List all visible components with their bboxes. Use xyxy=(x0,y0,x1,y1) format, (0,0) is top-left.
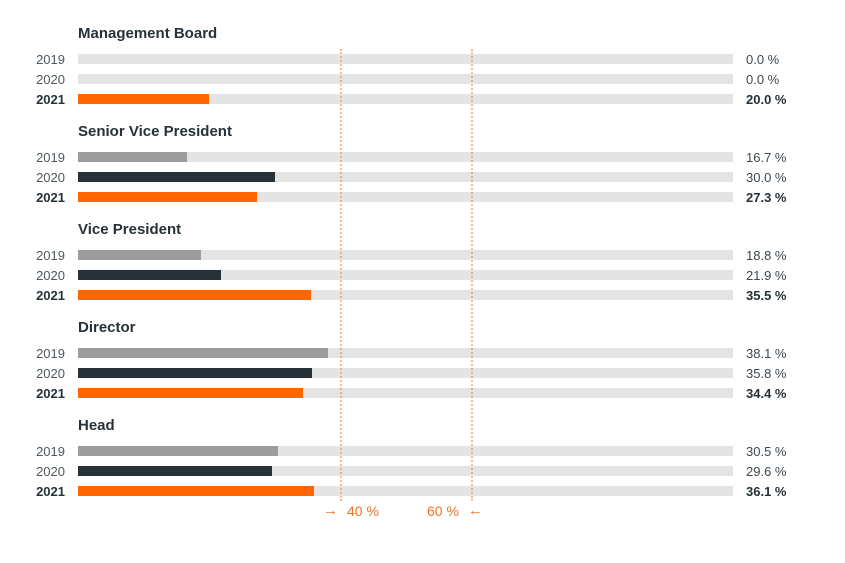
bar xyxy=(78,94,209,104)
year-label: 2019 xyxy=(36,345,65,361)
bar xyxy=(78,270,222,280)
target-label-60: 60 % ← xyxy=(427,503,483,519)
bar-row: 2020 29.6 % xyxy=(0,461,845,481)
category-title: Management Board xyxy=(78,25,218,42)
category-title: Director xyxy=(78,319,136,336)
bar-track xyxy=(78,348,733,358)
year-label: 2020 xyxy=(36,365,65,381)
year-label: 2020 xyxy=(36,169,65,185)
category-rows: 2019 0.0 % 2020 0.0 % 2021 20.0 % xyxy=(0,49,845,109)
category-title: Senior Vice President xyxy=(78,123,232,140)
value-label: 34.4 % xyxy=(746,385,787,401)
bar-row: 2020 30.0 % xyxy=(0,167,845,187)
value-label: 38.1 % xyxy=(746,345,787,361)
category-group-director: Director 2019 38.1 % 2020 35.8 % 2021 34… xyxy=(0,318,845,403)
target-value-60: 60 % xyxy=(427,503,459,519)
value-label: 16.7 % xyxy=(746,149,787,165)
bar xyxy=(78,388,304,398)
target-gridline-40 xyxy=(340,49,342,501)
category-title: Head xyxy=(78,417,115,434)
bar-track xyxy=(78,54,733,64)
year-label: 2019 xyxy=(36,247,65,263)
bar-track xyxy=(78,172,733,182)
bar-track xyxy=(78,290,733,300)
year-label: 2021 xyxy=(36,287,65,303)
bar xyxy=(78,486,315,496)
bar xyxy=(78,348,328,358)
bar-track xyxy=(78,388,733,398)
category-title: Vice President xyxy=(78,221,182,238)
year-label: 2019 xyxy=(36,51,65,67)
bar-row: 2021 34.4 % xyxy=(0,383,845,403)
category-group-management-board: Management Board 2019 0.0 % 2020 0.0 % 2… xyxy=(0,24,845,109)
value-label: 18.8 % xyxy=(746,247,787,263)
bar-track xyxy=(78,446,733,456)
year-label: 2020 xyxy=(36,71,65,87)
bar xyxy=(78,152,188,162)
bar-row: 2021 35.5 % xyxy=(0,285,845,305)
value-label: 21.9 % xyxy=(746,267,787,283)
year-label: 2021 xyxy=(36,189,65,205)
category-rows: 2019 18.8 % 2020 21.9 % 2021 35.5 % xyxy=(0,245,845,305)
category-group-head: Head 2019 30.5 % 2020 29.6 % 2021 36.1 % xyxy=(0,416,845,501)
bar-row: 2019 18.8 % xyxy=(0,245,845,265)
value-label: 35.8 % xyxy=(746,365,787,381)
year-label: 2021 xyxy=(36,91,65,107)
chart-groups: Management Board 2019 0.0 % 2020 0.0 % 2… xyxy=(0,24,845,501)
bar xyxy=(78,290,311,300)
value-label: 0.0 % xyxy=(746,71,780,87)
value-label: 36.1 % xyxy=(746,483,787,499)
value-label: 0.0 % xyxy=(746,51,780,67)
year-label: 2020 xyxy=(36,463,65,479)
bar-track xyxy=(78,74,733,84)
year-label: 2021 xyxy=(36,483,65,499)
year-label: 2020 xyxy=(36,267,65,283)
right-arrow-icon: → xyxy=(323,502,338,519)
bar-track xyxy=(78,486,733,496)
value-label: 30.0 % xyxy=(746,169,787,185)
year-label: 2019 xyxy=(36,149,65,165)
bar-row: 2021 27.3 % xyxy=(0,187,845,207)
bar-row: 2019 16.7 % xyxy=(0,147,845,167)
bar-row: 2020 21.9 % xyxy=(0,265,845,285)
category-group-vice-president: Vice President 2019 18.8 % 2020 21.9 % 2… xyxy=(0,220,845,305)
bar-row: 2021 36.1 % xyxy=(0,481,845,501)
bar-track xyxy=(78,250,733,260)
bar xyxy=(78,466,272,476)
bar-row: 2020 35.8 % xyxy=(0,363,845,383)
value-label: 27.3 % xyxy=(746,189,787,205)
bar xyxy=(78,368,313,378)
bar-track xyxy=(78,466,733,476)
bar-track xyxy=(78,270,733,280)
bar-track xyxy=(78,192,733,202)
value-label: 20.0 % xyxy=(746,91,787,107)
bar-track xyxy=(78,152,733,162)
value-label: 35.5 % xyxy=(746,287,787,303)
target-gridline-60 xyxy=(471,49,473,501)
target-value-40: 40 % xyxy=(347,503,379,519)
value-label: 30.5 % xyxy=(746,443,787,459)
target-label-40: → 40 % xyxy=(323,503,379,519)
bar xyxy=(78,250,202,260)
bar-row: 2019 0.0 % xyxy=(0,49,845,69)
category-rows: 2019 16.7 % 2020 30.0 % 2021 27.3 % xyxy=(0,147,845,207)
bar-track xyxy=(78,94,733,104)
bar-row: 2019 38.1 % xyxy=(0,343,845,363)
bar-track xyxy=(78,368,733,378)
year-label: 2019 xyxy=(36,443,65,459)
bar-row: 2021 20.0 % xyxy=(0,89,845,109)
category-rows: 2019 38.1 % 2020 35.8 % 2021 34.4 % xyxy=(0,343,845,403)
left-arrow-icon: ← xyxy=(467,502,483,519)
bar xyxy=(78,446,278,456)
bar-row: 2019 30.5 % xyxy=(0,441,845,461)
bar-row: 2020 0.0 % xyxy=(0,69,845,89)
bar xyxy=(78,192,257,202)
category-rows: 2019 30.5 % 2020 29.6 % 2021 36.1 % xyxy=(0,441,845,501)
bar xyxy=(78,172,275,182)
year-label: 2021 xyxy=(36,385,65,401)
value-label: 29.6 % xyxy=(746,463,787,479)
category-group-senior-vice-president: Senior Vice President 2019 16.7 % 2020 3… xyxy=(0,122,845,207)
